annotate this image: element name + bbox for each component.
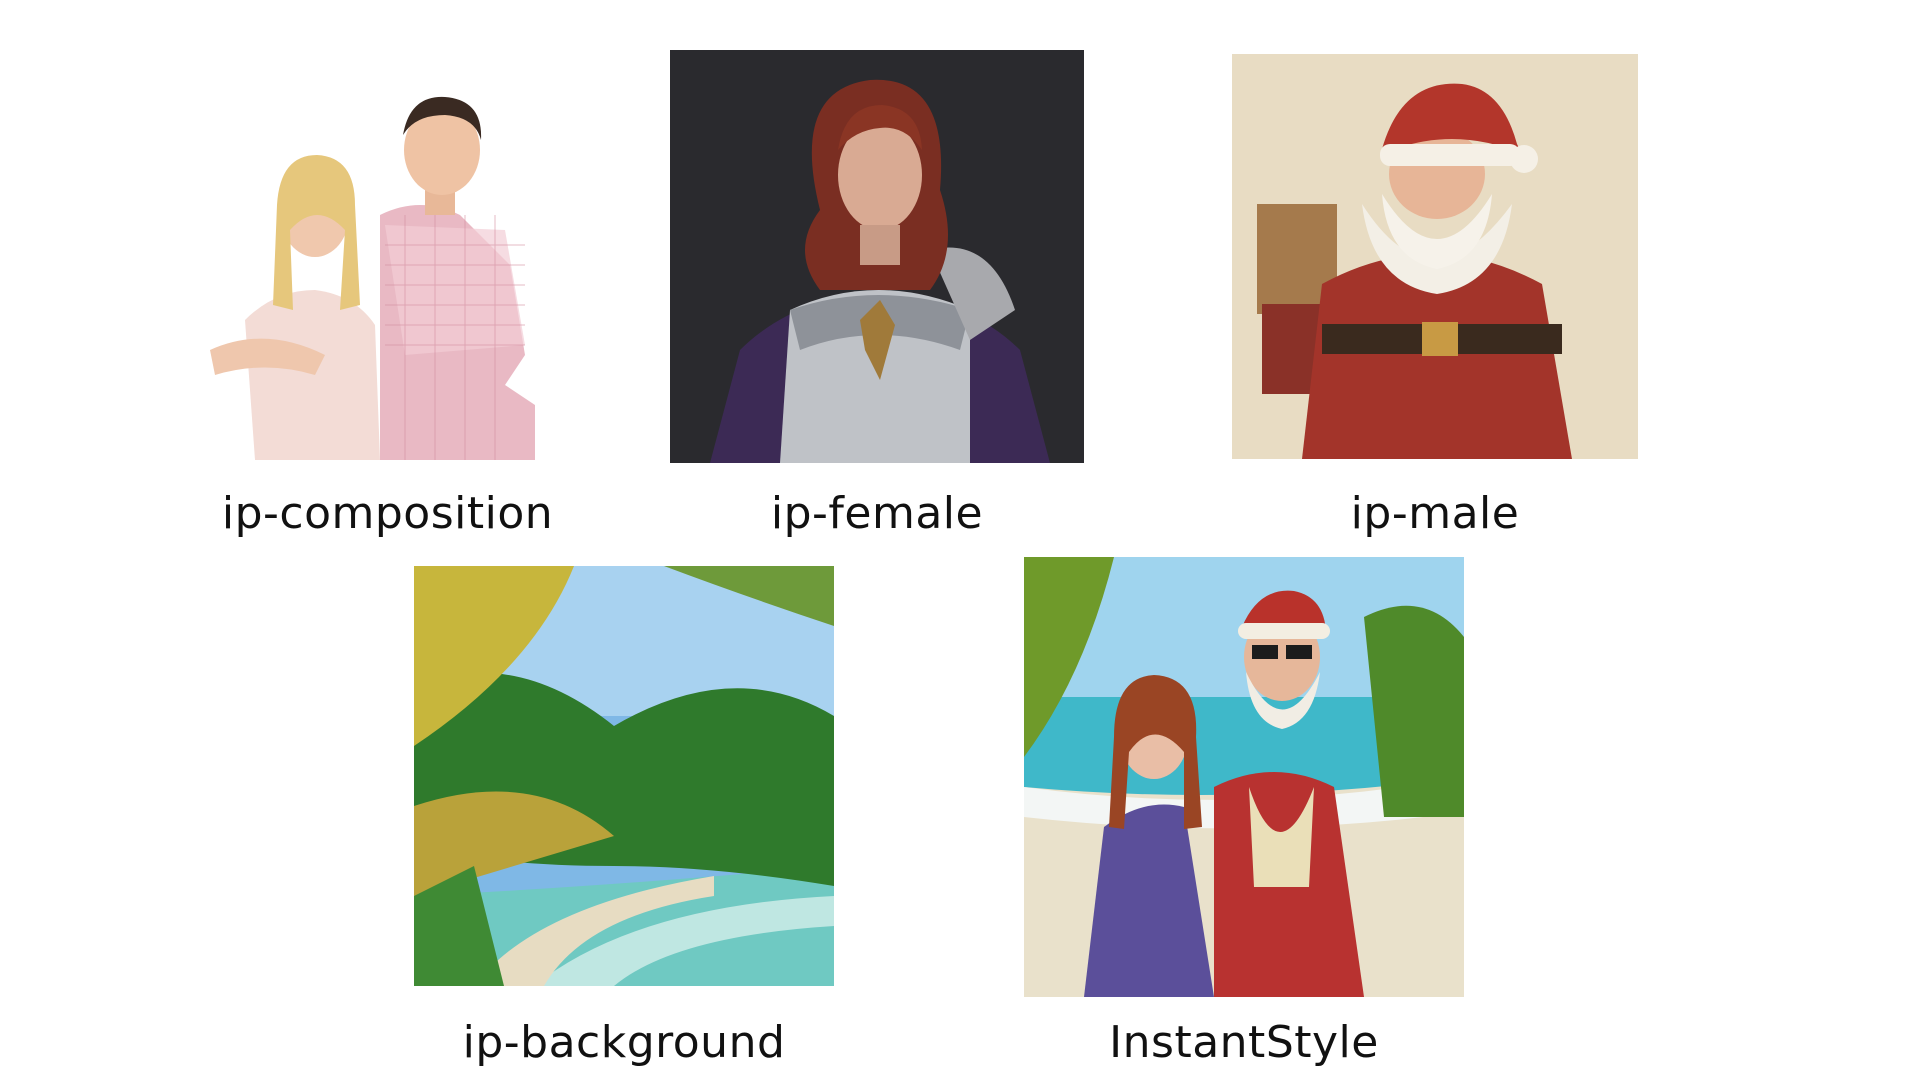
female-image — [670, 50, 1084, 463]
caption-composition: ip-composition — [221, 488, 554, 539]
caption-result: InstantStyle — [1109, 1017, 1379, 1068]
caption-male: ip-male — [1350, 488, 1520, 539]
male-image — [1232, 54, 1638, 459]
caption-background: ip-background — [462, 1017, 786, 1068]
result-image — [1024, 557, 1464, 997]
caption-female: ip-female — [770, 488, 984, 539]
santa-illustration — [1232, 54, 1638, 459]
armored-woman-illustration — [670, 50, 1084, 463]
beach-illustration — [414, 566, 834, 986]
result-illustration — [1024, 557, 1464, 997]
couple-illustration — [205, 55, 570, 460]
composition-image — [205, 55, 570, 460]
background-image — [414, 566, 834, 986]
